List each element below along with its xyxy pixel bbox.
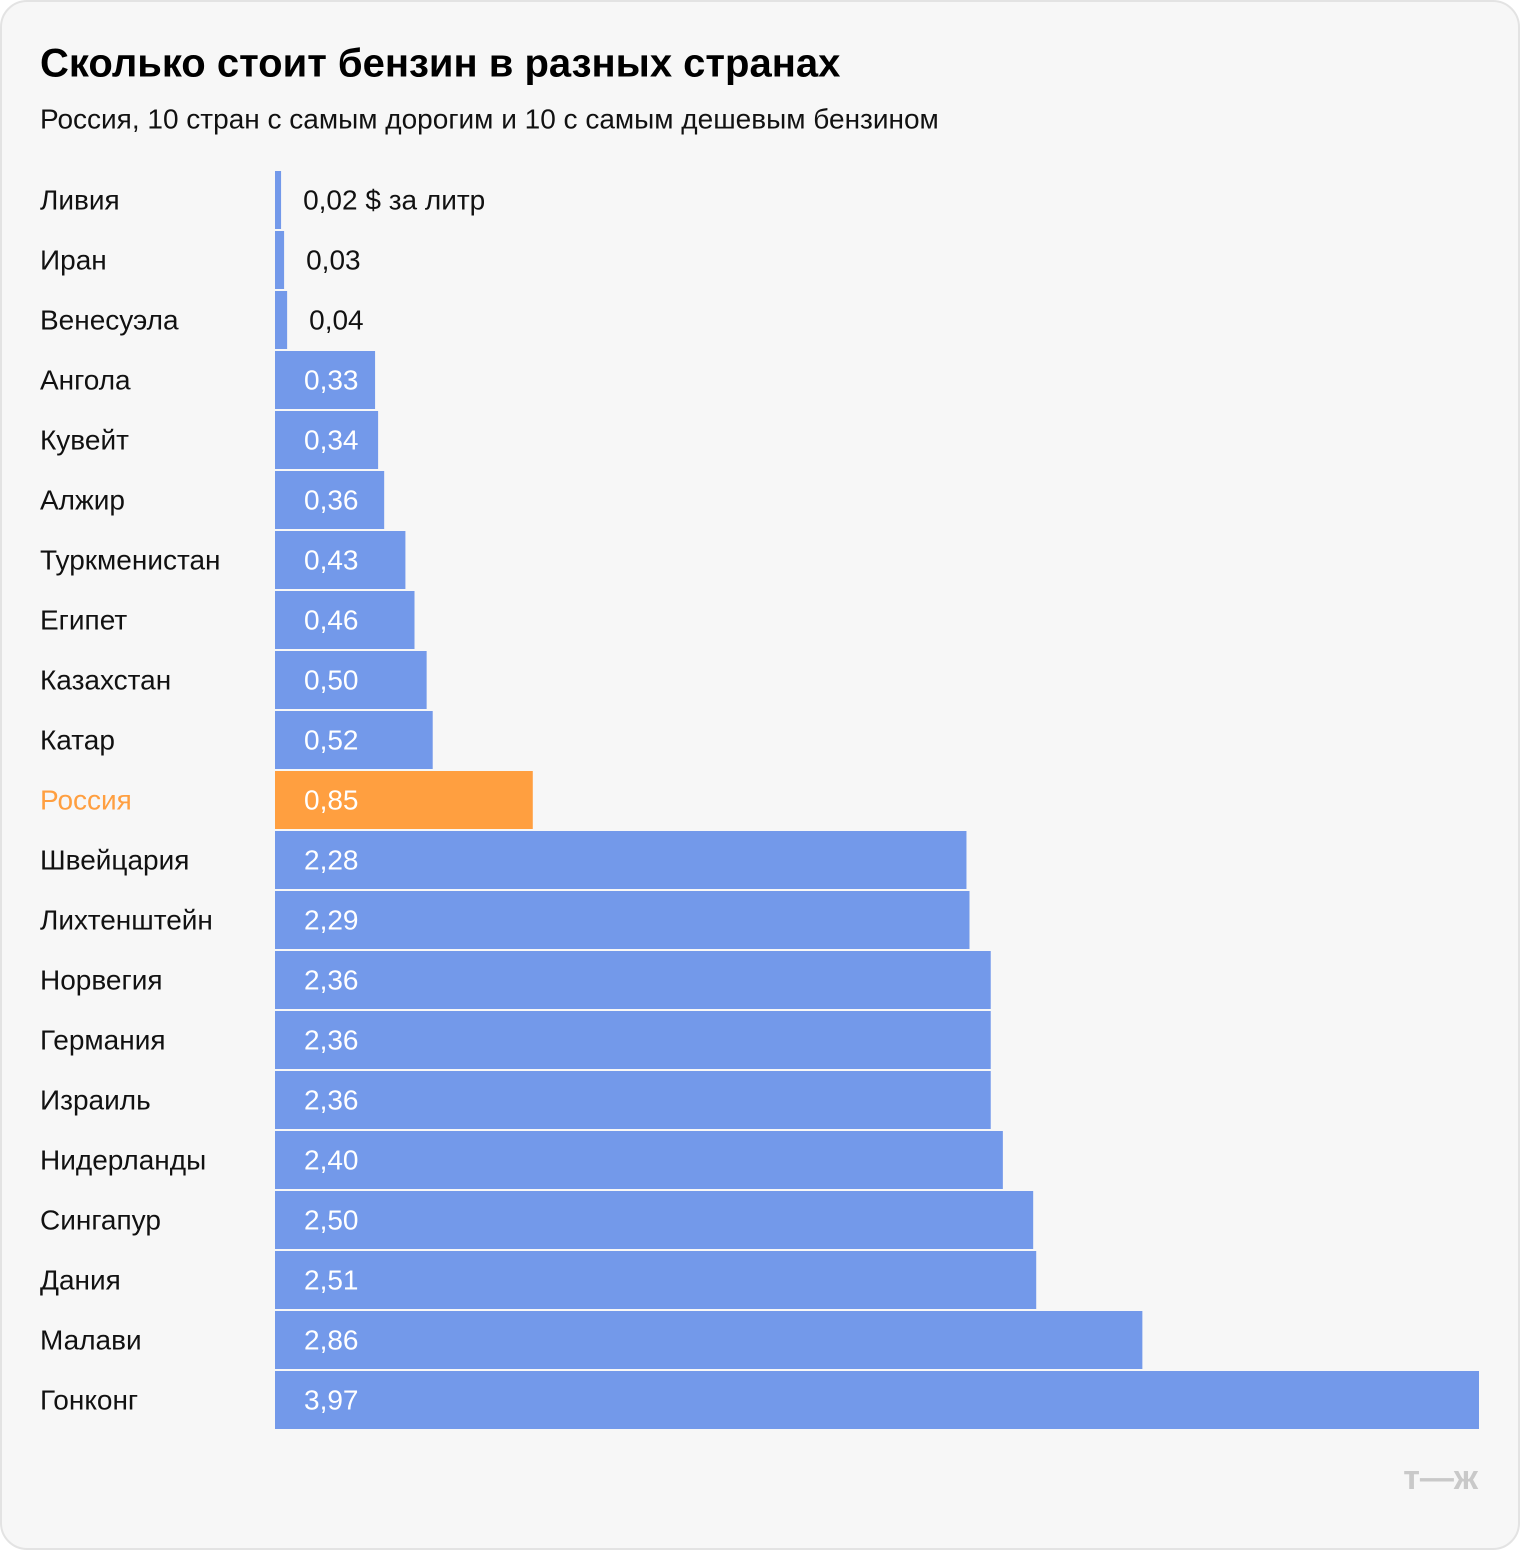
value-label: 0,85 xyxy=(304,784,359,815)
value-label: 2,50 xyxy=(304,1204,359,1235)
value-label: 0,36 xyxy=(304,484,359,515)
category-label: Гонконг xyxy=(40,1384,138,1415)
category-label: Иран xyxy=(40,244,107,275)
value-label: 0,33 xyxy=(304,364,359,395)
value-label: 2,36 xyxy=(304,1024,359,1055)
value-label: 2,40 xyxy=(304,1144,359,1175)
bar xyxy=(275,531,406,589)
bar xyxy=(275,891,970,949)
logo: т—ж xyxy=(1403,1459,1479,1497)
value-label: 0,02 $ за литр xyxy=(303,184,485,215)
value-label: 0,04 xyxy=(309,304,364,335)
chart-subtitle: Россия, 10 стран с самым дорогим и 10 с … xyxy=(40,103,939,134)
value-label: 0,03 xyxy=(306,244,361,275)
category-label: Швейцария xyxy=(40,844,189,875)
category-label: Туркменистан xyxy=(40,544,221,575)
value-label: 0,46 xyxy=(304,604,359,635)
category-label: Сингапур xyxy=(40,1204,161,1235)
category-label: Катар xyxy=(40,724,115,755)
value-label: 0,52 xyxy=(304,724,359,755)
bar xyxy=(275,231,285,289)
value-label: 2,29 xyxy=(304,904,359,935)
value-label: 2,36 xyxy=(304,1084,359,1115)
bar xyxy=(275,471,385,529)
value-label: 2,51 xyxy=(304,1264,359,1295)
bar xyxy=(275,1011,991,1069)
value-label: 0,34 xyxy=(304,424,359,455)
category-label: Казахстан xyxy=(40,664,171,695)
category-label: Ангола xyxy=(40,364,131,395)
bar xyxy=(275,1311,1143,1369)
bar xyxy=(275,1071,991,1129)
category-label: Лихтенштейн xyxy=(40,904,213,935)
bar xyxy=(275,831,967,889)
bar xyxy=(275,1191,1034,1249)
category-label: Египет xyxy=(40,604,127,635)
value-label: 2,28 xyxy=(304,844,359,875)
category-label: Малави xyxy=(40,1324,142,1355)
category-label: Израиль xyxy=(40,1084,151,1115)
bar xyxy=(275,1371,1479,1429)
bar xyxy=(275,1251,1037,1309)
category-label: Нидерланды xyxy=(40,1144,206,1175)
category-label: Россия xyxy=(40,784,132,815)
value-label: 3,97 xyxy=(304,1384,359,1415)
category-label: Венесуэла xyxy=(40,304,179,335)
category-label: Кувейт xyxy=(40,424,129,455)
category-label: Германия xyxy=(40,1024,166,1055)
bar xyxy=(275,711,433,769)
bar xyxy=(275,771,533,829)
bar xyxy=(275,411,379,469)
bar xyxy=(275,591,415,649)
bar xyxy=(275,171,282,229)
chart-title: Сколько стоит бензин в разных странах xyxy=(40,42,840,86)
bar xyxy=(275,351,376,409)
category-label: Дания xyxy=(40,1264,121,1295)
value-label: 0,43 xyxy=(304,544,359,575)
value-label: 2,86 xyxy=(304,1324,359,1355)
value-label: 2,36 xyxy=(304,964,359,995)
category-label: Норвегия xyxy=(40,964,163,995)
value-label: 0,50 xyxy=(304,664,359,695)
category-label: Ливия xyxy=(40,184,120,215)
bar xyxy=(275,951,991,1009)
bar xyxy=(275,291,288,349)
bar xyxy=(275,1131,1003,1189)
category-label: Алжир xyxy=(40,484,125,515)
bar xyxy=(275,651,427,709)
